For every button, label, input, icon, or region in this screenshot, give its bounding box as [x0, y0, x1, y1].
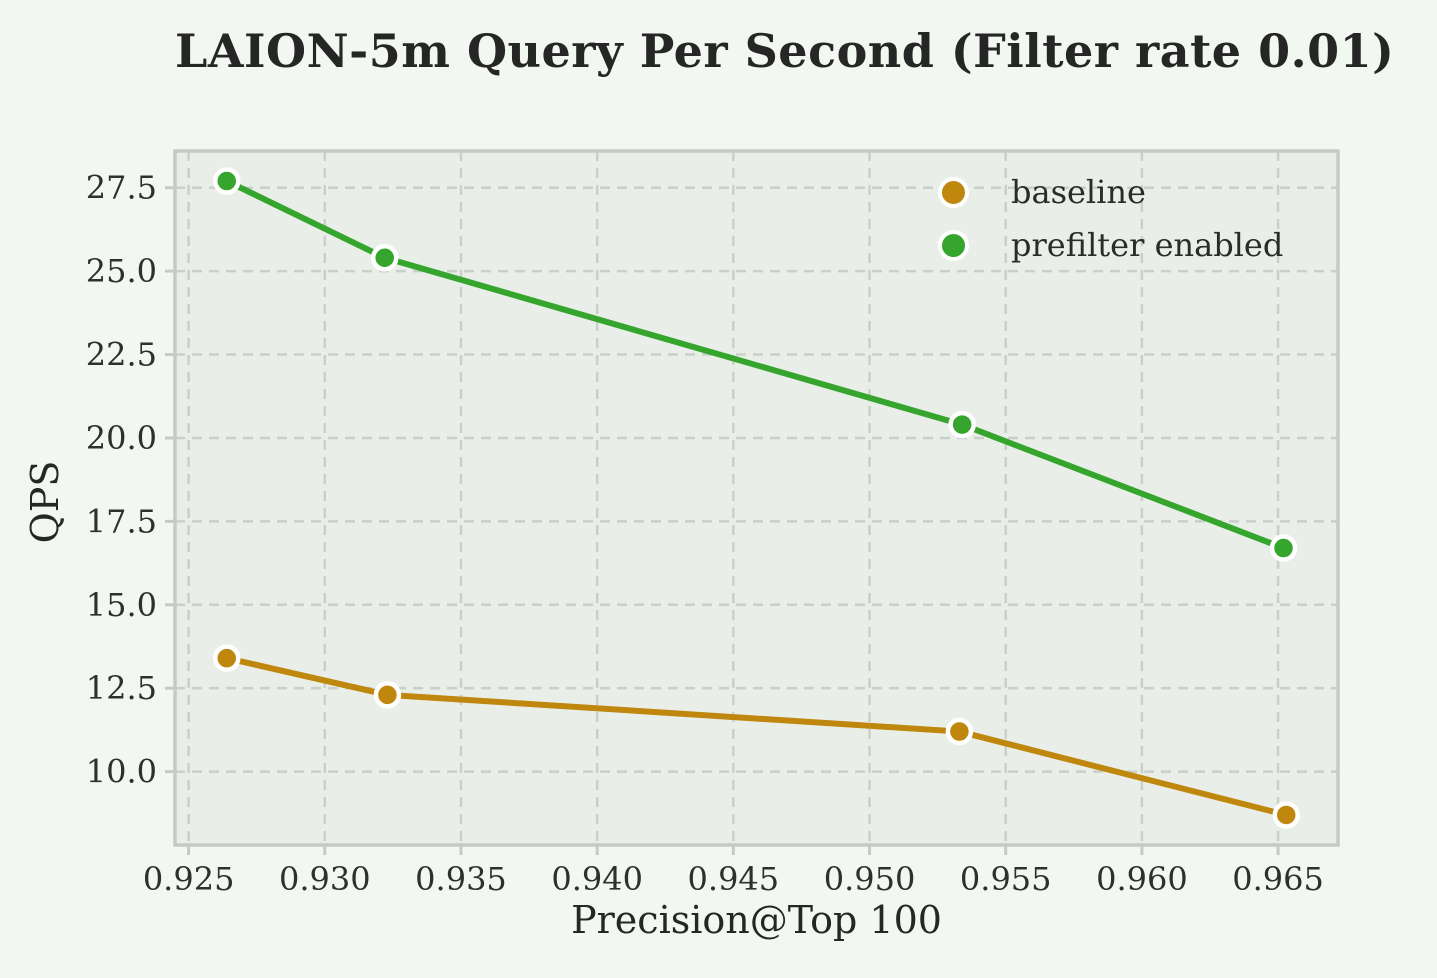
prefilter-marker-icon [938, 229, 969, 261]
data-point-prefilter-enabled [948, 410, 976, 439]
legend-item-baseline: baseline [938, 170, 1283, 214]
legend-item-prefilter: prefilter enabled [938, 223, 1283, 267]
series-line-prefilter-enabled [223, 178, 1287, 552]
y-tick-label: 20.0 [86, 419, 157, 457]
y-tick-label: 10.0 [86, 753, 157, 791]
data-point-baseline [373, 681, 402, 709]
x-tick-label: 0.950 [824, 860, 916, 898]
x-axis-label: Precision@Top 100 [571, 898, 942, 942]
baseline-marker-icon [938, 176, 969, 208]
y-tick-label: 25.0 [86, 252, 157, 290]
data-point-baseline [1272, 801, 1301, 829]
plot-area [175, 151, 1338, 845]
x-tick-label: 0.960 [1096, 860, 1188, 898]
y-tick-label: 15.0 [86, 586, 157, 624]
y-axis-label: QPS [23, 460, 67, 544]
x-tick-label: 0.945 [688, 860, 780, 898]
data-point-baseline [212, 644, 241, 672]
chart-legend: baseline prefilter enabled [938, 170, 1283, 267]
data-point-prefilter-enabled [370, 244, 399, 272]
data-point-prefilter-enabled [1269, 534, 1298, 562]
series-line-baseline [223, 655, 1290, 818]
x-tick-label: 0.955 [960, 860, 1052, 898]
data-point-baseline [945, 717, 974, 746]
chart-title: LAION-5m Query Per Second (Filter rate 0… [175, 24, 1395, 78]
axes-spines [173, 149, 1340, 847]
y-tick-label: 12.5 [86, 669, 157, 707]
x-tick-label: 0.940 [551, 860, 643, 898]
legend-label-baseline: baseline [1011, 173, 1146, 211]
x-tick-label: 0.965 [1232, 860, 1324, 898]
x-tick-label: 0.930 [279, 860, 371, 898]
data-point-prefilter-enabled [212, 167, 241, 195]
y-tick-label: 22.5 [86, 336, 157, 374]
x-tick-label: 0.935 [415, 860, 507, 898]
y-tick-label: 17.5 [86, 502, 157, 540]
legend-label-prefilter: prefilter enabled [1011, 226, 1284, 264]
x-tick-label: 0.925 [143, 860, 235, 898]
y-tick-label: 27.5 [86, 169, 157, 207]
